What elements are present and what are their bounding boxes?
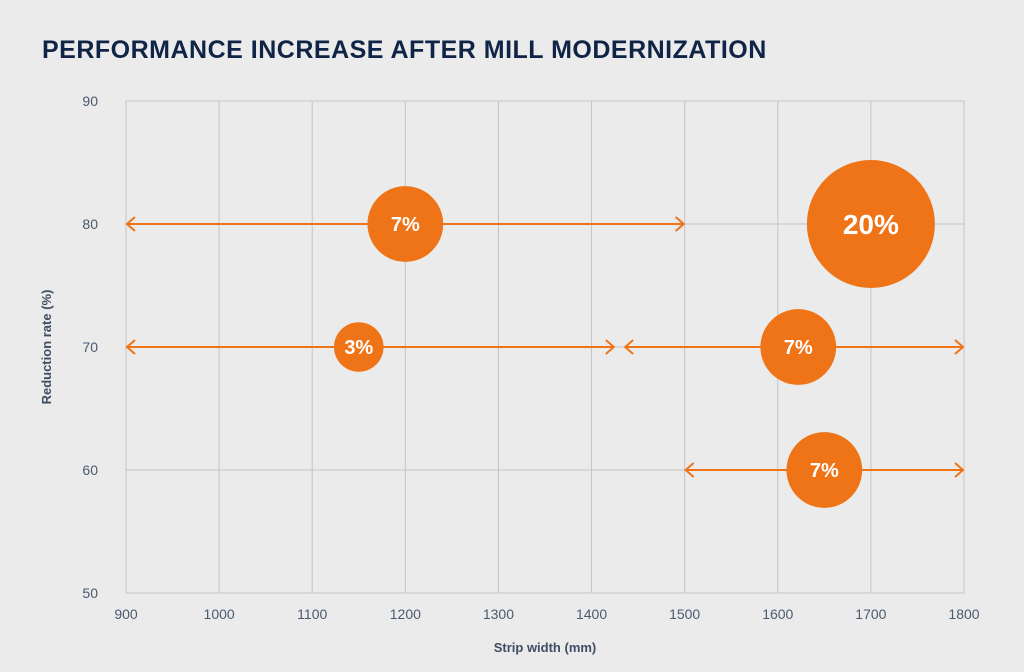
bubble-label: 7%	[391, 214, 420, 236]
bubble: 7%	[786, 432, 863, 508]
x-tick-label: 1600	[762, 606, 793, 622]
y-tick-label: 70	[82, 339, 98, 355]
bubble-circle	[333, 322, 384, 372]
bubble: 7%	[367, 186, 444, 262]
bubble-label: 7%	[810, 460, 839, 482]
arrowhead-left	[684, 462, 695, 478]
bubble-label: 3%	[344, 337, 373, 359]
arrowhead-left	[125, 339, 136, 355]
bubble-label: 20%	[843, 209, 899, 240]
y-tick-label: 80	[82, 216, 98, 232]
arrowhead-right	[675, 216, 686, 232]
bubble-circle	[786, 432, 863, 508]
bubbles: 7% 20% 3% 7% 7%	[333, 160, 935, 508]
arrowhead-right	[954, 462, 965, 478]
y-axis-label: Reduction rate (%)	[39, 290, 54, 405]
bubble-circle	[760, 309, 837, 385]
y-tick-label: 50	[82, 585, 98, 601]
x-axis-label: Strip width (mm)	[494, 640, 597, 655]
bubble: 3%	[333, 322, 384, 372]
y-tick-labels: 50 60 70 80 90	[82, 93, 98, 601]
arrowhead-left	[125, 216, 136, 232]
bubble: 7%	[760, 309, 837, 385]
x-tick-label: 1500	[669, 606, 700, 622]
x-tick-label: 1200	[390, 606, 421, 622]
arrowhead-left	[623, 339, 634, 355]
x-tick-label: 1700	[855, 606, 886, 622]
x-tick-label: 1300	[483, 606, 514, 622]
bubble-label: 7%	[784, 337, 813, 359]
x-tick-label: 1800	[948, 606, 979, 622]
y-tick-label: 60	[82, 462, 98, 478]
x-tick-labels: 900 1000 1100 1200 1300 1400 1500 1600 1700 1800	[114, 606, 979, 622]
x-tick-label: 1100	[297, 606, 327, 622]
bubble: 20%	[806, 160, 935, 288]
bubble-circle	[367, 186, 444, 262]
x-tick-label: 900	[114, 606, 138, 622]
x-tick-label: 1400	[576, 606, 607, 622]
x-tick-label: 1000	[204, 606, 235, 622]
arrowhead-right	[954, 339, 965, 355]
arrowhead-right	[605, 339, 616, 355]
bubble-circle	[806, 160, 935, 288]
chart-title: PERFORMANCE INCREASE AFTER MILL MODERNIZ…	[42, 36, 767, 64]
y-tick-label: 90	[82, 93, 98, 109]
